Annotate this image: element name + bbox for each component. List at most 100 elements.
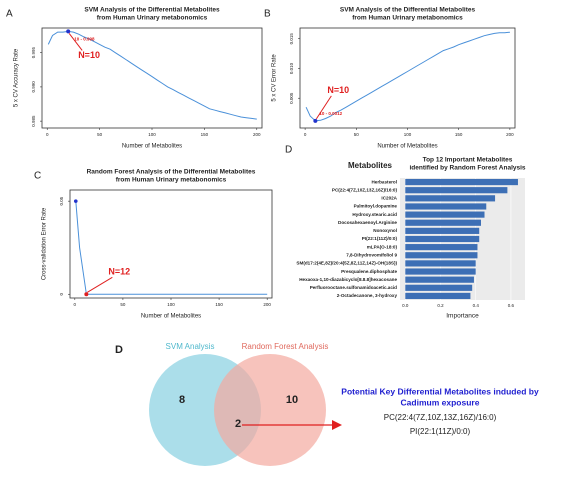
result-title: Cadimum exposure	[401, 397, 480, 407]
venn-left-label: SVM Analysis	[166, 342, 215, 351]
bar	[405, 203, 487, 210]
data-line	[305, 31, 510, 122]
annotation: N=12	[108, 267, 130, 277]
annotation-arrow	[87, 276, 113, 293]
y-tick-label: Herbasterol	[371, 179, 397, 184]
y-tick-label: IC202A	[381, 196, 397, 201]
bar	[405, 219, 481, 226]
x-tick-label: 100	[167, 302, 175, 307]
venn-count: 2	[235, 418, 241, 430]
annotation: 10 - 0.998	[74, 37, 95, 42]
venn: D SVM Analysis Random Forest Analysis 8 …	[115, 342, 539, 466]
chart-title: SVM Analysis of the Differential Metabol…	[84, 7, 220, 14]
y-tick-label: 0.010	[289, 62, 294, 74]
highlight-point	[313, 118, 318, 123]
bar	[405, 276, 474, 283]
bar	[405, 195, 496, 202]
bar	[405, 292, 471, 300]
x-tick-label: 100	[148, 132, 156, 137]
y-tick-label: 0.985	[31, 115, 36, 127]
plot-frame	[41, 27, 263, 129]
chart-title: Random Forest Analysis of the Differenti…	[87, 169, 256, 176]
y-tick-label: Hexaoxa-1,10-diazabicyclo[8.8.8]hexacosa…	[299, 277, 397, 282]
bar	[405, 252, 478, 259]
annotation: 10 - 0.0012	[319, 111, 342, 116]
y-tick-label: Hydroxy.stearic.acid	[352, 212, 397, 217]
highlight-point	[66, 29, 71, 34]
y-tick-label: 0.990	[31, 81, 36, 93]
y-tick-label: mLPA(O-18:0)	[367, 244, 398, 249]
x-tick-label: 0.2	[437, 303, 444, 308]
bar	[405, 260, 476, 267]
arrow-head	[332, 420, 342, 430]
bar	[405, 187, 508, 194]
x-axis-label: Number of Metabolites	[377, 144, 437, 150]
result-item: PI(22:1(11Z)/0:0)	[410, 427, 471, 436]
x-tick-label: 200	[253, 132, 261, 137]
venn-count: 8	[179, 394, 185, 406]
y-tick-label: Perfluorooctane.sulfonamidoacetic.acid	[310, 285, 397, 290]
y-axis-label: 5 x CV Accuracy Rate	[14, 48, 20, 107]
chart-title: SVM Analysis of the Differential Metabol…	[340, 7, 476, 14]
x-tick-label: 150	[201, 132, 209, 137]
x-tick-label: 150	[455, 132, 463, 137]
x-tick-label: 0.4	[473, 303, 480, 308]
y-tick-label: PI(22:1(11Z)/0:0)	[362, 236, 398, 241]
column-header: Metabolites	[348, 161, 393, 170]
y-tick-label: 0	[59, 293, 64, 296]
panel-letter: D	[285, 145, 292, 156]
panel-letter: A	[6, 9, 13, 20]
x-tick-label: 0.6	[508, 303, 515, 308]
annotation-arrow	[315, 95, 332, 120]
chart-title: from Human Urinary metabonomics	[352, 15, 463, 22]
panel-letter: D	[115, 344, 123, 356]
x-tick-label: 0	[74, 302, 77, 307]
x-tick-label: 100	[404, 132, 412, 137]
bar	[405, 211, 485, 218]
y-tick-label: 0.015	[289, 33, 294, 45]
chart-title: identified by Random Forest Analysis	[409, 165, 525, 172]
chart-title: from Human Urinary metabonomics	[97, 15, 208, 22]
annotation: N=10	[78, 50, 100, 60]
x-tick-label: 0	[46, 132, 49, 137]
y-tick-label: 7,8-Dihydrovomifoliol 9	[346, 252, 397, 257]
y-tick-label: 2-Octadecanone, 3-hydroxy	[337, 293, 398, 298]
bar	[405, 284, 473, 291]
bar	[405, 227, 480, 234]
data-line	[75, 201, 268, 295]
bar	[405, 268, 476, 275]
annotation-arrow	[68, 33, 83, 51]
x-axis-label: Number of Metabolites	[141, 314, 201, 320]
panel-letter: C	[34, 171, 41, 182]
y-axis-label: Cross-validation Error Rate	[42, 207, 48, 280]
data-point	[73, 199, 78, 203]
x-tick-label: 0	[304, 132, 307, 137]
chart-title: from Human Urinary metabonomics	[116, 177, 227, 184]
y-tick-label: SM(d17:2(4E,8Z)/20:4(5Z,8Z,11Z,14Z)-OH(1…	[296, 261, 397, 266]
y-axis-label: 5 x CV Error Rate	[272, 54, 278, 102]
venn-right	[214, 354, 326, 466]
y-tick-label: Docosahexaenoyl.Arginine	[338, 220, 397, 225]
x-tick-label: 50	[97, 132, 103, 137]
y-tick-label: 0.005	[289, 92, 294, 104]
panel-letter: B	[264, 9, 271, 20]
x-axis-label: Importance	[446, 313, 479, 320]
data-line	[47, 30, 257, 120]
annotation: N=10	[327, 85, 349, 95]
x-tick-label: 50	[354, 132, 360, 137]
x-tick-label: 0.0	[402, 303, 409, 308]
y-tick-label: Presqualene.diphosphate	[341, 269, 397, 274]
x-tick-label: 50	[120, 302, 126, 307]
x-tick-label: 200	[506, 132, 514, 137]
x-tick-label: 200	[263, 302, 271, 307]
highlight-point	[84, 292, 89, 297]
y-tick-label: Palmitoyl.dopamine	[354, 204, 398, 209]
y-tick-label: 0.05	[59, 196, 64, 205]
y-tick-label: Nonoxynol	[373, 228, 397, 233]
plot-frame	[69, 189, 273, 299]
chart-title: Top 12 Important Metabolites	[423, 157, 513, 164]
bar	[405, 235, 480, 243]
bar	[405, 178, 518, 186]
y-tick-label: PC(22:4(7Z,10Z,13Z,16Z)/16:0)	[332, 187, 398, 192]
